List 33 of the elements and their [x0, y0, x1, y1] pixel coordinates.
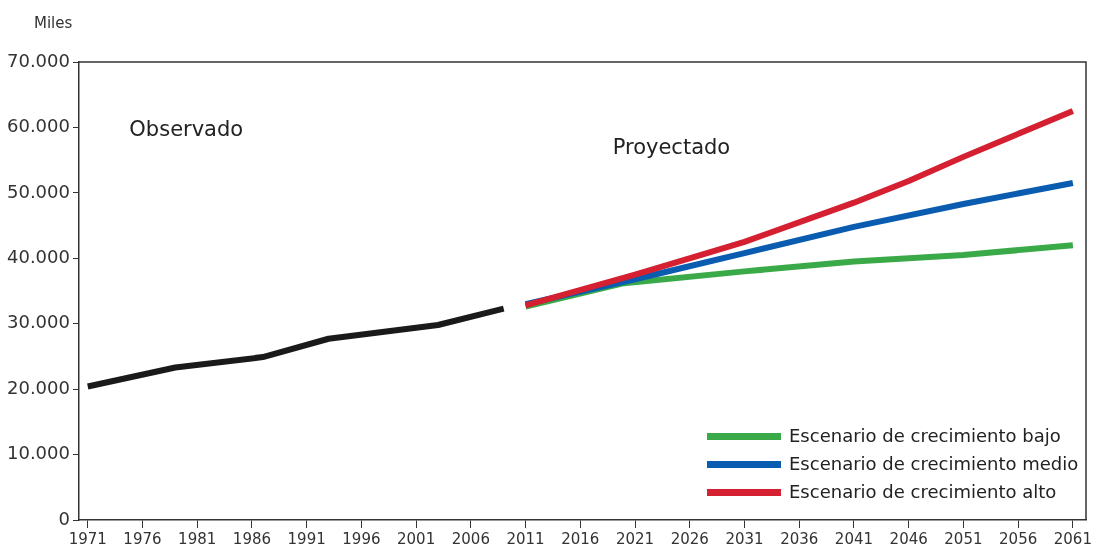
annotation: Proyectado [612, 135, 731, 160]
x-tick-label: 2036 [780, 529, 819, 548]
x-tick-label: 1991 [287, 529, 326, 548]
y-tick-label: 40.000 [7, 245, 70, 267]
x-tick-label: 2016 [561, 529, 600, 548]
y-tick-label: 70.000 [7, 49, 70, 71]
x-tick-label: 1986 [232, 529, 272, 548]
y-tick-label: 0 [58, 507, 70, 529]
legend-label: Escenario de crecimiento medio [789, 452, 1079, 476]
y-tick-label: 30.000 [7, 311, 70, 333]
annotation: Observado [129, 116, 244, 141]
x-tick-label: 2061 [1053, 529, 1092, 548]
x-tick-label: 1971 [68, 529, 107, 548]
y-axis-title: Miles [34, 14, 73, 32]
x-tick-label: 2011 [506, 529, 545, 548]
x-tick-label: 1996 [342, 529, 381, 548]
legend-label: Escenario de crecimiento alto [789, 480, 1057, 504]
y-tick-label: 60.000 [7, 115, 70, 137]
y-tick-label: 20.000 [7, 376, 70, 398]
x-tick-label: 2056 [999, 529, 1038, 548]
legend-label: Escenario de crecimiento bajo [789, 424, 1061, 448]
x-tick-label: 2041 [834, 529, 874, 548]
x-tick-label: 2006 [451, 529, 490, 548]
x-tick-label: 1981 [178, 529, 217, 548]
y-tick-label: 50.000 [7, 180, 70, 202]
x-tick-label: 2031 [725, 529, 764, 548]
x-tick-label: 2046 [889, 529, 928, 548]
x-tick-label: 1976 [123, 529, 162, 548]
x-tick-label: 2021 [615, 529, 655, 548]
x-tick-label: 2051 [944, 529, 983, 548]
x-tick-label: 2026 [670, 529, 709, 548]
x-tick-label: 2001 [397, 529, 436, 548]
y-tick-label: 10.000 [7, 442, 70, 464]
